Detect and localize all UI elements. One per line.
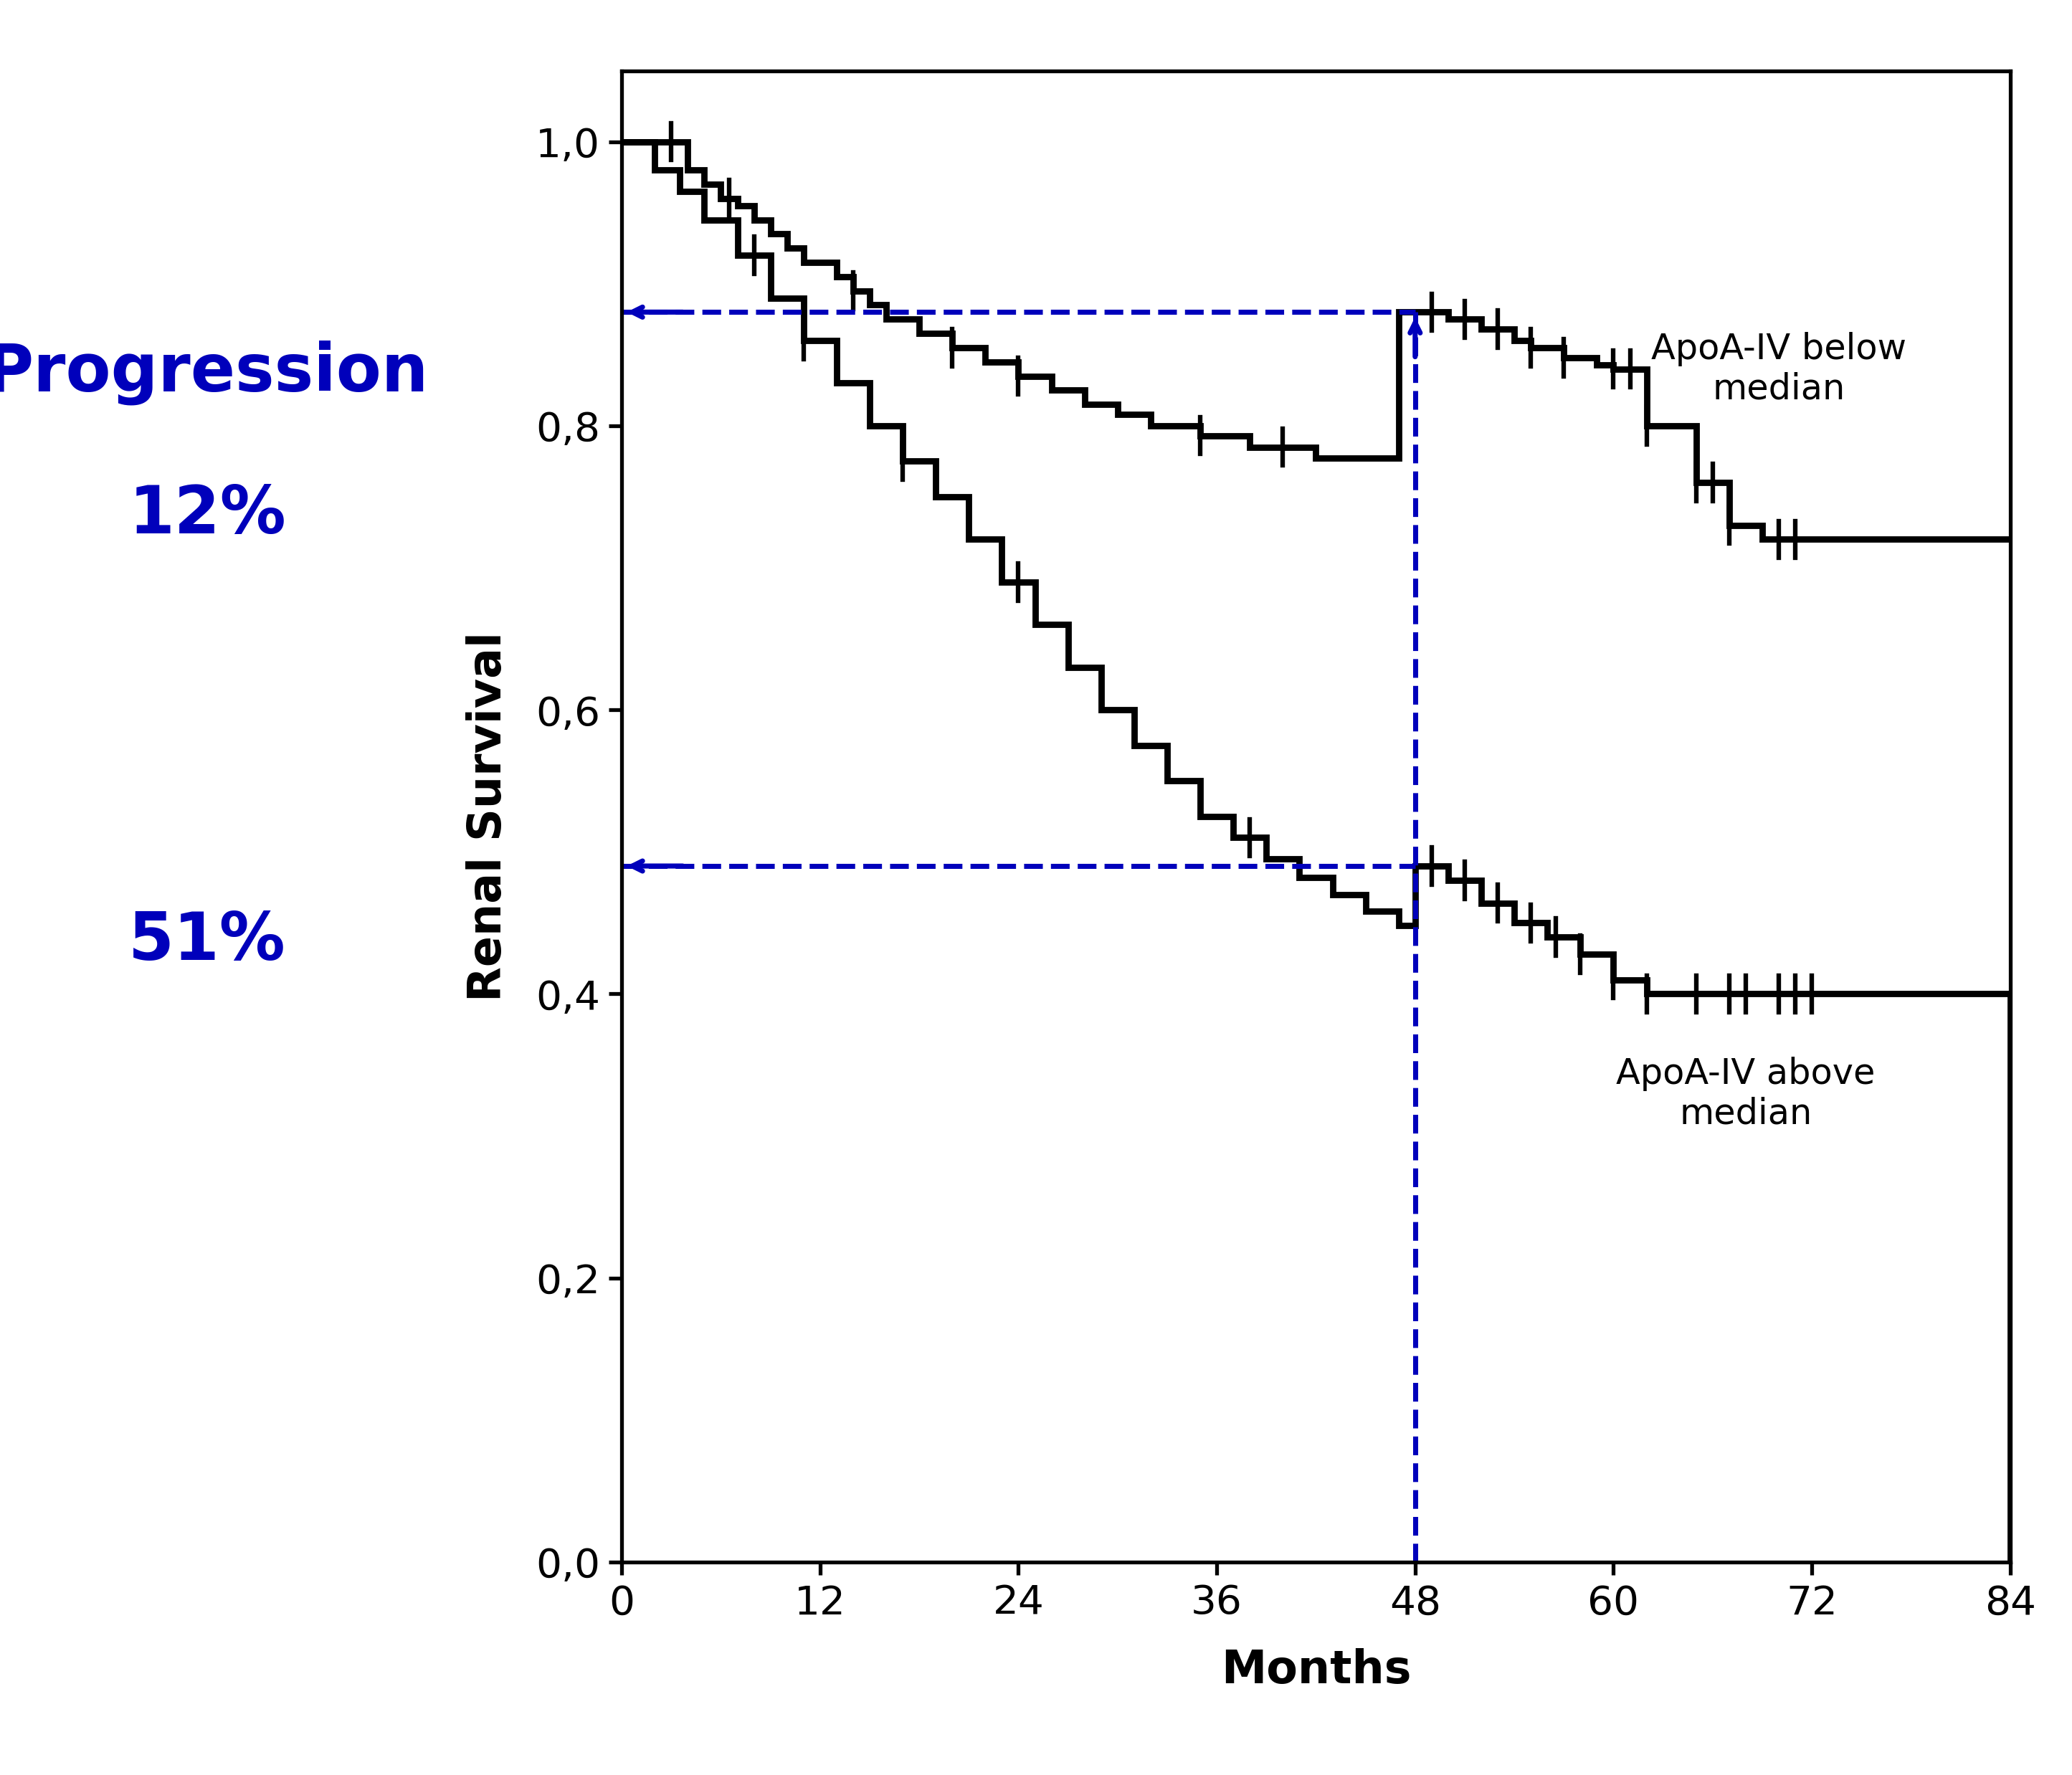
Y-axis label: Renal Survival: Renal Survival [466, 632, 510, 1001]
Text: Progression: Progression [0, 341, 429, 405]
Text: 51%: 51% [128, 909, 286, 973]
Text: ApoA-IV below
median: ApoA-IV below median [1651, 332, 1906, 406]
Text: ApoA-IV above
median: ApoA-IV above median [1616, 1056, 1875, 1131]
X-axis label: Months: Months [1220, 1647, 1411, 1692]
Text: 12%: 12% [128, 483, 286, 547]
